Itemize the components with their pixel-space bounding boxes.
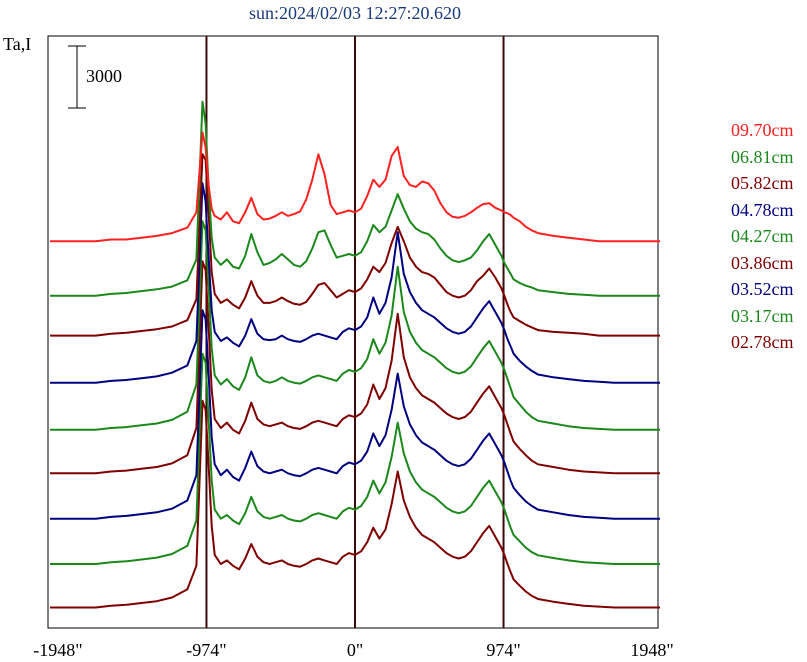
x-tick-labels: -1948" -974" 0" 974" 1948": [33, 640, 673, 660]
series-line-0386cm: [50, 260, 660, 475]
series-line-0317cm: [50, 352, 660, 565]
series-line-0352cm: [50, 309, 660, 520]
y-axis-label: Ta,I: [3, 34, 31, 54]
scale-bar: 3000: [68, 45, 122, 109]
reference-lines: [205, 36, 505, 628]
series-line-0478cm: [50, 182, 660, 384]
series-line-0582cm: [50, 153, 660, 337]
series-line-0427cm: [50, 220, 660, 431]
series-line-0970cm: [50, 131, 660, 243]
x-tick-label: 0": [347, 640, 363, 660]
legend-entry: 03.17cm: [731, 305, 794, 326]
x-tick-label: 1948": [630, 640, 673, 660]
series-line-0278cm: [50, 399, 660, 609]
x-tick-label: -1948": [33, 640, 82, 660]
legend-entry: 02.78cm: [731, 332, 794, 352]
legend-entry: 03.52cm: [731, 279, 794, 299]
x-tick-label: -974": [186, 640, 226, 660]
legend-entry: 04.78cm: [731, 199, 794, 220]
legend-entry: 03.86cm: [731, 252, 794, 273]
chart-title: sun:2024/02/03 12:27:20.620: [249, 3, 461, 23]
x-tick-label: 974": [486, 640, 520, 660]
legend-entry: 09.70cm: [731, 120, 794, 140]
legend-entry: 06.81cm: [731, 146, 794, 167]
legend-entry: 04.27cm: [731, 226, 794, 246]
traces: [50, 100, 660, 609]
legend-entry: 05.82cm: [731, 173, 794, 193]
scale-bar-label: 3000: [86, 66, 122, 86]
plot-frame: [47, 35, 659, 629]
